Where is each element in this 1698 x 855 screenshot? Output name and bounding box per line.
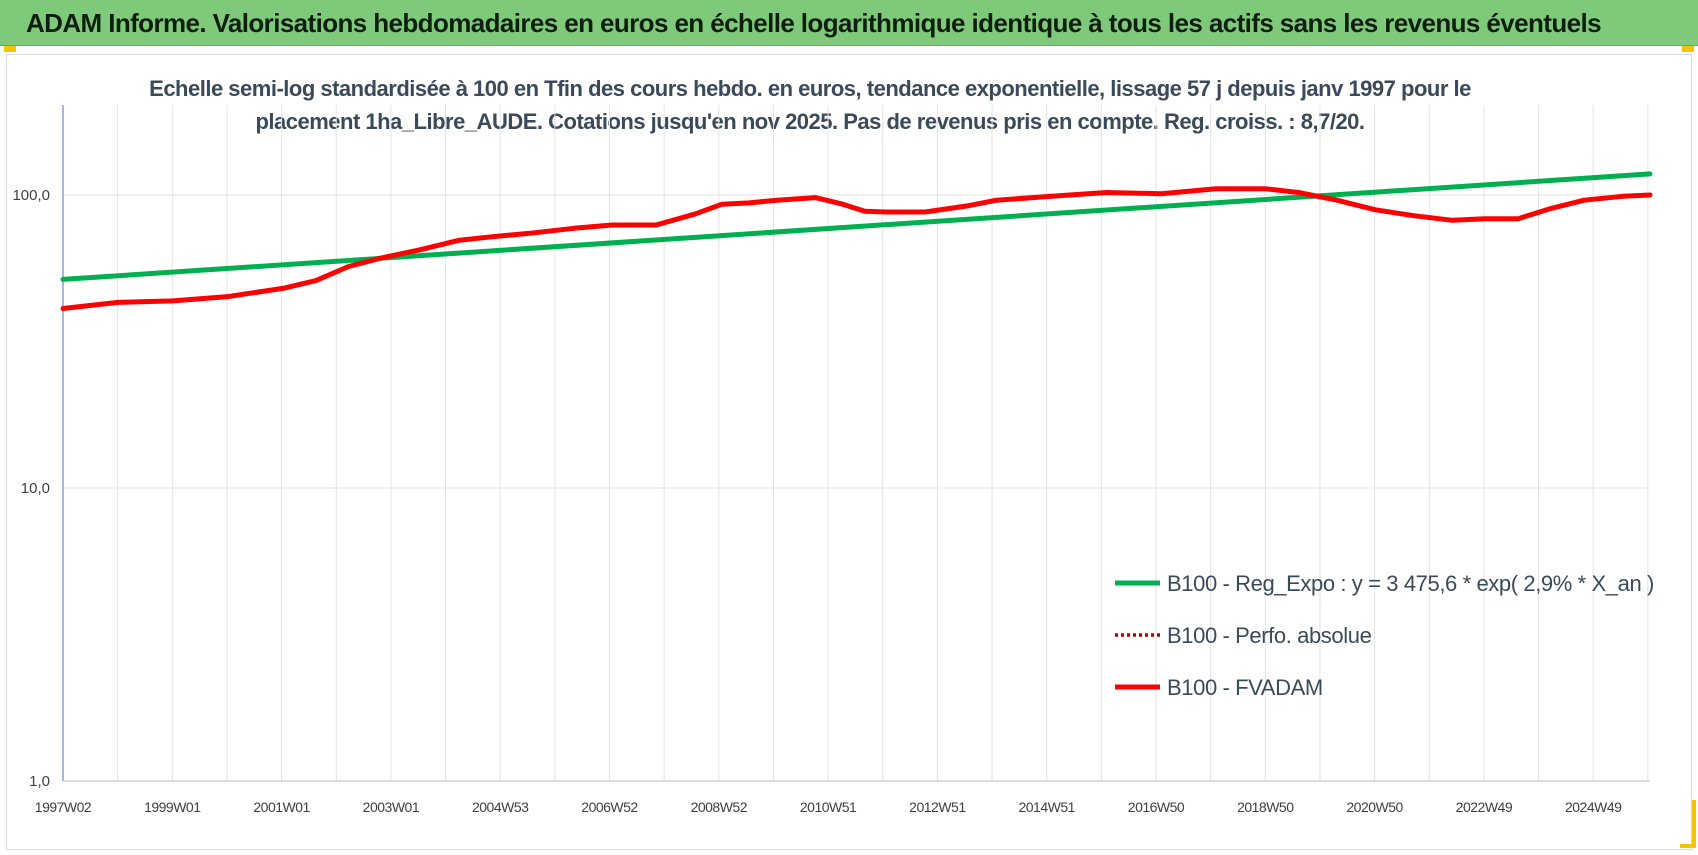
x-tick-label: 2014W51 [1018,799,1075,815]
corner-marker-bottom-right [1692,800,1696,848]
chart-title-line-2: placement 1ha_Libre_AUDE. Cotations jusq… [255,109,1365,134]
x-tick-label: 1999W01 [144,799,201,815]
x-tick-label: 2018W50 [1237,799,1294,815]
x-tick-label: 2001W01 [253,799,310,815]
x-tick-label: 2012W51 [909,799,966,815]
series-line-regression [60,171,1653,282]
x-tick-label: 1997W02 [35,799,92,815]
x-tick-label: 2022W49 [1456,799,1513,815]
corner-marker-bottom-right-edge [1680,844,1694,848]
x-tick-label: 2004W53 [472,799,529,815]
corner-marker-top-left [4,46,16,52]
chart-title-line-1: Echelle semi-log standardisée à 100 en T… [149,76,1471,101]
x-tick-label: 2024W49 [1565,799,1622,815]
series-line-fvadam [60,186,1653,311]
x-tick-label: 2006W52 [581,799,638,815]
x-tick-label: 2008W52 [691,799,748,815]
y-tick-label: 10,0 [21,480,50,497]
x-tick-label: 2020W50 [1346,799,1403,815]
x-tick-label: 2003W01 [363,799,420,815]
legend-label: B100 - FVADAM [1167,675,1323,700]
y-tick-label: 100,0 [12,187,50,204]
corner-marker-top-right [1682,46,1694,52]
y-tick-label: 1,0 [29,773,50,790]
x-tick-label: 2016W50 [1128,799,1185,815]
legend-label: B100 - Reg_Expo : y = 3 475,6 * exp( 2,9… [1167,571,1654,596]
legend-label: B100 - Perfo. absolue [1167,623,1372,648]
x-tick-label: 2010W51 [800,799,857,815]
page-title: ADAM Informe. Valorisations hebdomadaire… [26,8,1602,38]
header-banner: ADAM Informe. Valorisations hebdomadaire… [0,0,1698,46]
chart-frame [6,54,1692,850]
